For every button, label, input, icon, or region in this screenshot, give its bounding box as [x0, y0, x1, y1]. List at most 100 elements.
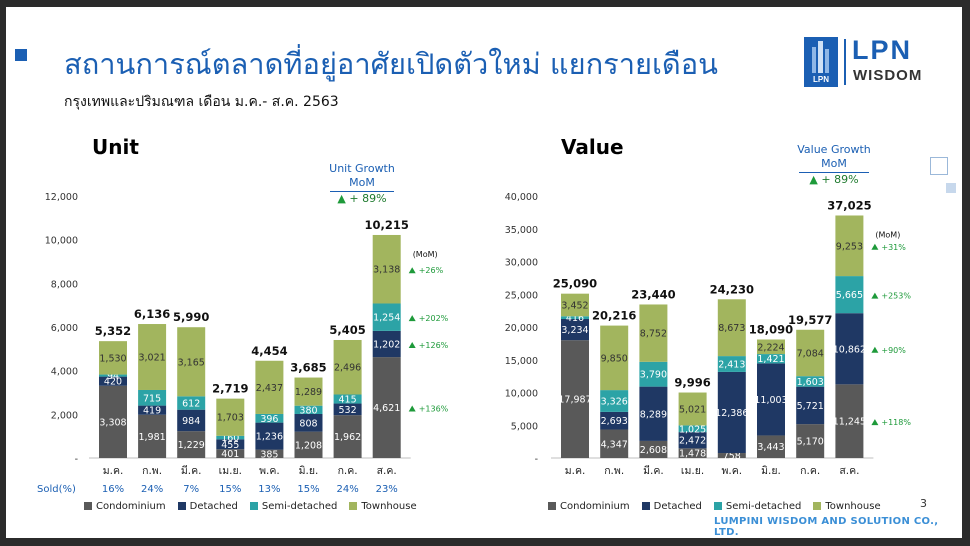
legend-item-semi-detached: Semi-detached — [249, 501, 337, 512]
value-bar-label-semi-detached: 5,665 — [836, 290, 863, 301]
unit-bar-detached — [255, 422, 284, 450]
legend-item-condominium: Condominium — [84, 501, 166, 512]
unit-y-tick-label: 10,000 — [45, 236, 78, 247]
unit-bar-label-semi-detached: 396 — [260, 414, 278, 425]
value-category-label: ส.ค. — [839, 465, 859, 477]
value-bar-label-townhouse: 8,752 — [640, 329, 667, 340]
value-bar-condominium — [757, 435, 785, 458]
unit-bar-townhouse — [99, 341, 127, 375]
value-bar-label-townhouse: 7,084 — [797, 348, 824, 359]
lpn-wisdom-logo: LPN LPN WISDOM — [804, 35, 934, 89]
value-bar-label-townhouse: 5,021 — [679, 404, 706, 415]
value-growth-callout: Value Growth MoM ▲ + 89% — [789, 143, 879, 187]
unit-total-label: 5,405 — [329, 323, 365, 337]
logo-sub-text: WISDOM — [853, 67, 923, 84]
value-bar-label-detached: 12,386 — [715, 408, 748, 419]
value-bar-semi-detached — [600, 390, 629, 412]
value-bar-label-townhouse: 9,253 — [836, 241, 863, 252]
unit-bar-townhouse — [294, 377, 323, 406]
unit-sold-pct: 15% — [219, 484, 241, 495]
unit-bar-condominium — [99, 385, 127, 458]
value-bar-label-condominium: 1,478 — [679, 449, 706, 460]
value-bar-condominium — [835, 384, 864, 458]
unit-mom-label: (MoM) — [413, 250, 438, 259]
unit-mom-value: +26% — [419, 266, 444, 275]
unit-category-label: มิ.ย. — [299, 465, 319, 477]
legend-label: Detached — [189, 501, 238, 512]
value-mom-value: +31% — [881, 243, 906, 252]
value-category-label: ก.ค. — [800, 465, 820, 477]
value-total-label: 37,025 — [827, 198, 871, 212]
value-bar-label-condominium: 4,347 — [601, 439, 628, 450]
unit-sold-pct: 24% — [141, 484, 163, 495]
legend-swatch — [84, 502, 92, 510]
unit-bar-label-condominium: 1,981 — [138, 432, 165, 443]
value-mom-up-arrow-icon — [871, 419, 879, 426]
unit-bar-townhouse — [138, 324, 167, 390]
value-bar-detached — [796, 386, 825, 425]
legend-item-detached: Detached — [641, 501, 702, 512]
legend-label: Condominium — [96, 501, 166, 512]
unit-bar-label-detached: 455 — [221, 440, 239, 451]
unit-bar-townhouse — [372, 234, 401, 304]
logo-divider — [844, 39, 846, 85]
value-bar-detached — [678, 432, 707, 449]
legend-swatch — [548, 502, 556, 510]
legend-item-townhouse: Townhouse — [813, 501, 881, 512]
value-category-label: ม.ค. — [565, 465, 586, 477]
value-y-tick-label: - — [535, 454, 538, 465]
value-chart-title: Value — [561, 135, 624, 159]
unit-bar-label-townhouse: 3,021 — [138, 353, 165, 364]
value-bar-label-townhouse: 9,850 — [601, 353, 628, 364]
value-bar-label-detached: 3,234 — [561, 325, 588, 336]
unit-category-label: ก.ค. — [338, 465, 358, 477]
unit-bar-label-condominium: 1,229 — [178, 440, 205, 451]
unit-sold-pct: 23% — [376, 484, 398, 495]
value-bar-label-detached: 2,472 — [679, 436, 706, 447]
unit-sold-pct: 16% — [102, 484, 124, 495]
value-bar-label-semi-detached: 3,326 — [601, 396, 628, 407]
value-mom-up-arrow-icon — [871, 243, 879, 250]
unit-total-label: 2,719 — [212, 382, 248, 396]
unit-bar-label-semi-detached: 715 — [143, 393, 161, 404]
legend-swatch — [177, 502, 186, 510]
value-total-label: 25,090 — [553, 277, 597, 291]
unit-mom-up-arrow-icon — [408, 405, 416, 412]
unit-bar-label-townhouse: 3,138 — [373, 265, 400, 276]
value-bar-semi-detached — [757, 354, 785, 364]
unit-bar-label-detached: 419 — [143, 406, 161, 417]
value-bar-label-detached: 10,862 — [833, 344, 866, 355]
value-category-label: มี.ค. — [643, 464, 664, 477]
value-bar-label-townhouse: 2,224 — [757, 342, 784, 353]
value-bar-label-condominium: 2,608 — [640, 445, 667, 456]
unit-mom-value: +202% — [419, 314, 449, 323]
value-total-label: 18,090 — [749, 323, 793, 337]
unit-total-label: 3,685 — [290, 361, 326, 375]
value-y-tick-label: 30,000 — [505, 258, 538, 269]
page-number: 3 — [920, 497, 927, 510]
logo-building-graphic — [812, 41, 829, 73]
value-total-label: 24,230 — [710, 282, 754, 296]
value-bar-label-semi-detached: 2,413 — [718, 360, 745, 371]
legend-swatch — [349, 502, 358, 510]
unit-bar-label-detached: 984 — [182, 416, 200, 427]
slide: สถานการณ์ตลาดที่อยู่อาศัยเปิดตัวใหม่ แยก… — [6, 7, 962, 538]
unit-y-tick-label: 2,000 — [51, 410, 78, 421]
value-y-tick-label: 5,000 — [511, 421, 538, 432]
logo-building-icon: LPN — [804, 37, 838, 87]
legend-swatch — [713, 502, 722, 510]
value-bar-label-condominium: 3,443 — [757, 442, 784, 453]
value-mom-label: (MoM) — [875, 230, 900, 239]
unit-bar-label-semi-detached: 94 — [107, 371, 119, 382]
unit-bar-label-detached: 1,202 — [373, 339, 400, 350]
value-bar-townhouse — [796, 329, 825, 377]
unit-bar-detached — [294, 413, 323, 432]
unit-mom-up-arrow-icon — [408, 315, 416, 322]
unit-y-tick-label: 8,000 — [51, 279, 78, 290]
value-category-label: ก.พ. — [604, 465, 624, 477]
legend-label: Townhouse — [825, 501, 881, 512]
value-bar-condominium — [600, 429, 629, 458]
legend-label: Condominium — [560, 501, 630, 512]
unit-mom-up-arrow-icon — [408, 341, 416, 348]
value-bar-label-semi-detached: 1,025 — [679, 424, 706, 435]
